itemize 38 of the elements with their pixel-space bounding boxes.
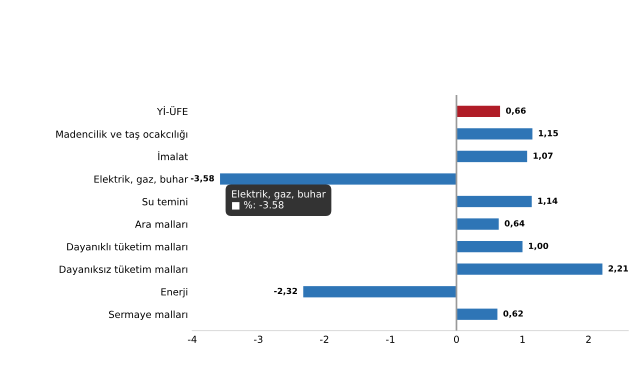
data-label: 2,21 (608, 265, 628, 273)
y-tick-label: Su temini (142, 198, 188, 206)
x-tick-label: 1 (520, 336, 525, 343)
y-tick-label: Enerji (161, 288, 188, 298)
y-tick-label: Elektrik, gaz, buhar (94, 175, 188, 185)
y-tick-label: Sermaye malları (109, 310, 188, 320)
x-tick-label: -4 (188, 336, 197, 343)
x-tick-label: -2 (320, 336, 328, 343)
y-tick-label: Ara malları (135, 220, 188, 228)
bar (456, 196, 532, 208)
bar (456, 218, 499, 230)
data-label: 0,62 (503, 310, 523, 318)
bar (456, 240, 523, 252)
data-label: 1,07 (534, 152, 553, 160)
data-label: 1,15 (538, 130, 558, 138)
y-tick-label: Dayanıklı tüketim malları (67, 242, 188, 252)
x-tick-label: -1 (386, 336, 394, 343)
data-label: 1,00 (529, 242, 548, 250)
data-label: 1,14 (538, 198, 558, 206)
data-label: -2,32 (274, 288, 297, 296)
bar (456, 106, 500, 117)
x-tick-label: 2 (586, 336, 591, 343)
bar (303, 286, 456, 298)
x-tick-label: 0 (454, 336, 459, 343)
data-label: -3,58 (190, 175, 214, 182)
annotation: Elektrik, gaz, buhar ■ %: -3.58 (232, 190, 326, 210)
bar (456, 128, 532, 140)
x-tick-label: -3 (254, 336, 262, 343)
y-tick-label: Madencilik ve taş ocakcılığı (56, 130, 188, 140)
bar (456, 264, 602, 275)
data-label: 0,66 (506, 107, 526, 115)
data-label: 0,64 (504, 220, 524, 228)
bar (456, 308, 498, 320)
bar (220, 173, 456, 185)
y-tick-label: İmalat (158, 151, 188, 160)
y-tick-label: Dayanıksız tüketim malları (60, 265, 188, 275)
bar (456, 150, 528, 162)
y-tick-label: Yİ-ÜFE (156, 106, 188, 116)
